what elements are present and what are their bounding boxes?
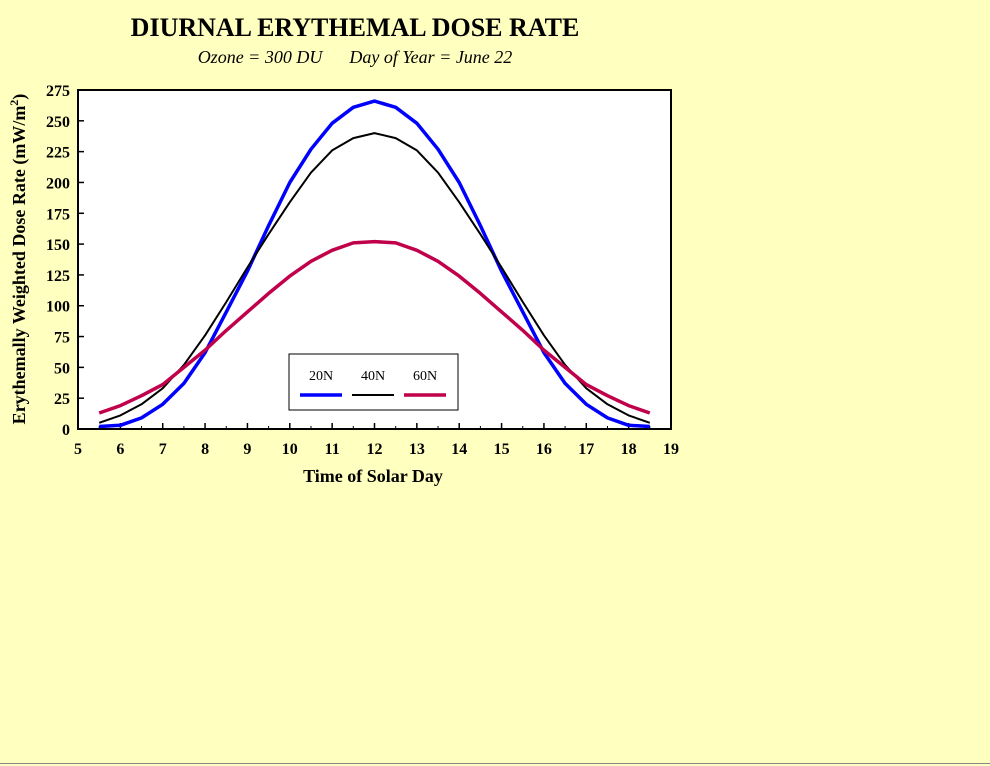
y-axis-label: Erythemally Weighted Dose Rate (mW/m2): [7, 94, 30, 425]
y-axis-ticks: 0 25 50 75 100 125 150 175 200 225 250 275: [46, 83, 84, 439]
series-lines: [98, 99, 651, 429]
chart-subtitle: Ozone = 300 DU Day of Year = June 22: [198, 47, 513, 67]
y-tick-label: 100: [46, 299, 70, 316]
legend-label-60n: 60N: [413, 369, 437, 384]
y-tick-label: 75: [54, 330, 70, 347]
y-tick-label: 50: [54, 360, 70, 377]
x-tick-label: 19: [663, 441, 679, 458]
legend-label-40n: 40N: [361, 369, 385, 384]
y-tick-label: 225: [46, 145, 70, 162]
y-tick-label: 25: [54, 391, 70, 408]
y-tick-label: 150: [46, 237, 70, 254]
y-tick-label: 250: [46, 114, 70, 131]
y-tick-label: 175: [46, 206, 70, 223]
x-tick-label: 18: [621, 441, 637, 458]
x-tick-label: 11: [325, 441, 340, 458]
x-tick-label: 12: [367, 441, 383, 458]
x-tick-label: 10: [282, 441, 298, 458]
series-line-60n: [98, 239, 651, 415]
x-tick-label: 8: [201, 441, 209, 458]
y-tick-label: 125: [46, 268, 70, 285]
x-axis-label: Time of Solar Day: [303, 466, 443, 486]
x-tick-label: 13: [409, 441, 425, 458]
legend: 20N 40N 60N: [288, 353, 459, 411]
y-tick-label: 0: [62, 422, 70, 439]
y-tick-label: 275: [46, 83, 70, 100]
x-tick-label: 16: [536, 441, 552, 458]
x-tick-label: 9: [243, 441, 251, 458]
series-line-20n: [99, 99, 650, 429]
x-axis-ticks: 5 6 7 8 9 10 11 12 13 14 15 16 17 18 19: [74, 423, 679, 458]
bottom-divider: [0, 763, 990, 764]
y-tick-label: 200: [46, 175, 70, 192]
series-line-40n: [98, 132, 651, 424]
x-tick-label: 7: [159, 441, 167, 458]
chart-title: DIURNAL ERYTHEMAL DOSE RATE: [131, 13, 580, 42]
x-tick-label: 5: [74, 441, 82, 458]
x-tick-label: 15: [494, 441, 510, 458]
x-tick-label: 6: [116, 441, 124, 458]
x-tick-label: 14: [451, 441, 467, 458]
legend-box: [288, 353, 459, 411]
legend-label-20n: 20N: [309, 369, 333, 384]
x-tick-label: 17: [578, 441, 594, 458]
